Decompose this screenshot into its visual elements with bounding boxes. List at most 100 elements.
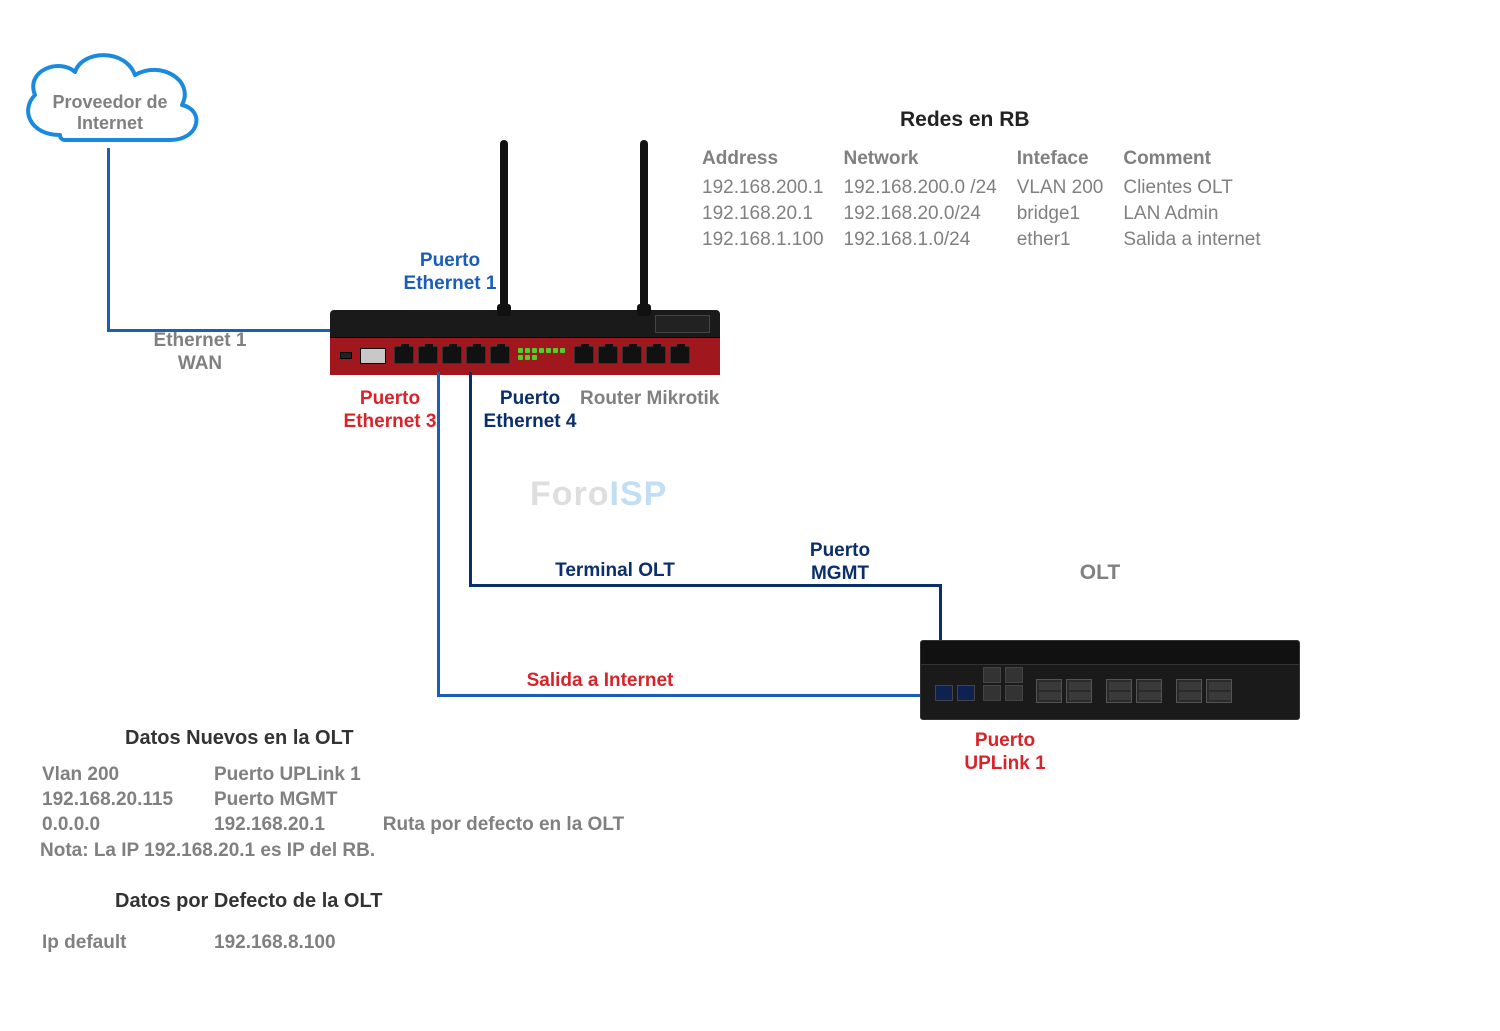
- rb-table: Address Network Inteface Comment 192.168…: [700, 145, 1281, 254]
- router-faceplate: [330, 337, 720, 375]
- router-eth3: [442, 346, 462, 364]
- eth4-l2: Ethernet 4: [484, 411, 577, 432]
- router-eth1: [394, 346, 414, 364]
- label-uplink: Puerto UPLink 1: [940, 730, 1070, 776]
- on10: 192.168.20.115: [42, 789, 212, 812]
- olt-sfp4: [1136, 679, 1162, 703]
- od00: Ip default: [42, 932, 212, 955]
- oltdef-r0: Ip default 192.168.8.100: [42, 932, 356, 955]
- rb-c03: Clientes OLT: [1123, 176, 1278, 200]
- on11: Puerto MGMT: [214, 789, 381, 812]
- on02: [383, 764, 644, 787]
- oltnew-r1: 192.168.20.115 Puerto MGMT: [42, 789, 644, 812]
- mgmt-l2: MGMT: [811, 563, 869, 584]
- oltnew-table: Vlan 200 Puerto UPLink 1 192.168.20.115 …: [40, 762, 646, 839]
- rb-h3: Comment: [1123, 147, 1278, 174]
- eth1-l1: Puerto: [420, 250, 480, 271]
- wan-l2: WAN: [178, 353, 222, 374]
- router-lcd: [655, 315, 710, 333]
- olt-label: OLT: [1060, 560, 1140, 585]
- olt-sfp2: [1066, 679, 1092, 703]
- cloud-internet: Proveedor de Internet: [10, 40, 210, 160]
- router-sfp: [360, 348, 386, 364]
- rb-c10: 192.168.20.1: [702, 202, 842, 226]
- rb-c20: 192.168.1.100: [702, 228, 842, 252]
- rb-c12: bridge1: [1017, 202, 1122, 226]
- olt-rj1: [983, 685, 1001, 701]
- rb-title: Redes en RB: [900, 108, 1030, 132]
- eth3-l1: Puerto: [360, 388, 420, 409]
- on21: 192.168.20.1: [214, 814, 381, 837]
- link-eth3-uplink-h: [437, 694, 960, 697]
- rb-c21: 192.168.1.0/24: [844, 228, 1015, 252]
- rb-c22: ether1: [1017, 228, 1122, 252]
- router-mikrotik: [330, 310, 720, 375]
- rb-c00: 192.168.200.1: [702, 176, 842, 200]
- olt-rj2: [1005, 685, 1023, 701]
- olt-device: [920, 640, 1300, 720]
- router-eth6: [574, 346, 594, 364]
- olt-sfp3: [1106, 679, 1132, 703]
- rb-h1: Network: [844, 147, 1015, 174]
- on12: [383, 789, 644, 812]
- router-eth9: [646, 346, 666, 364]
- eth4-l1: Puerto: [500, 388, 560, 409]
- eth1-l2: Ethernet 1: [404, 273, 497, 294]
- label-eth3: Puerto Ethernet 3: [330, 388, 450, 434]
- cloud-label: Proveedor de Internet: [10, 92, 210, 133]
- olt-faceplate: [921, 664, 1299, 719]
- olt-sfp5: [1176, 679, 1202, 703]
- router-eth7: [598, 346, 618, 364]
- oltnew-r0: Vlan 200 Puerto UPLink 1: [42, 764, 644, 787]
- rb-header-row: Address Network Inteface Comment: [702, 147, 1279, 174]
- oltdef-title: Datos por Defecto de la OLT: [115, 890, 382, 913]
- router-eth4: [466, 346, 486, 364]
- oltnew-r2: 0.0.0.0 192.168.20.1 Ruta por defecto en…: [42, 814, 644, 837]
- eth3-l2: Ethernet 3: [344, 411, 437, 432]
- oltdef-table: Ip default 192.168.8.100: [40, 930, 358, 957]
- on01: Puerto UPLink 1: [214, 764, 381, 787]
- olt-sfp1: [1036, 679, 1062, 703]
- link-cloud-router-v: [107, 148, 110, 332]
- rb-row-1: 192.168.20.1 192.168.20.0/24 bridge1 LAN…: [702, 202, 1279, 226]
- router-usb: [340, 352, 352, 359]
- uplink-l1: Puerto: [975, 730, 1035, 751]
- label-mgmt: Puerto MGMT: [780, 540, 900, 586]
- wm2: ISP: [610, 475, 668, 513]
- rb-c11: 192.168.20.0/24: [844, 202, 1015, 226]
- wan-l1: Ethernet 1: [154, 330, 247, 351]
- olt-rj4: [1005, 667, 1023, 683]
- rb-h2: Inteface: [1017, 147, 1122, 174]
- rb-c23: Salida a internet: [1123, 228, 1278, 252]
- olt-rj3: [983, 667, 1001, 683]
- od01: 192.168.8.100: [214, 932, 356, 955]
- cloud-label-2: Internet: [77, 113, 143, 133]
- link-eth3-uplink-v: [437, 372, 440, 697]
- router-eth5: [490, 346, 510, 364]
- oltnew-note: Nota: La IP 192.168.20.1 es IP del RB.: [40, 840, 375, 862]
- router-eth8: [622, 346, 642, 364]
- mgmt-l1: Puerto: [810, 540, 870, 561]
- oltnew-title: Datos Nuevos en la OLT: [125, 727, 354, 750]
- cloud-label-1: Proveedor de: [52, 92, 167, 112]
- rb-c13: LAN Admin: [1123, 202, 1278, 226]
- rb-c02: VLAN 200: [1017, 176, 1122, 200]
- wan-label: Ethernet 1 WAN: [120, 330, 280, 376]
- olt-sfp6: [1206, 679, 1232, 703]
- router-leds: [518, 348, 566, 364]
- watermark: ForoISP: [530, 475, 667, 514]
- link-eth4-mgmt-v1: [469, 372, 472, 587]
- olt-mgmt-port: [935, 685, 953, 701]
- label-salida: Salida a Internet: [500, 670, 700, 693]
- label-terminal-olt: Terminal OLT: [530, 560, 700, 583]
- router-label: Router Mikrotik: [580, 388, 750, 411]
- label-eth4: Puerto Ethernet 4: [470, 388, 590, 434]
- on22: Ruta por defecto en la OLT: [383, 814, 644, 837]
- label-eth1: Puerto Ethernet 1: [380, 250, 520, 296]
- rb-c01: 192.168.200.0 /24: [844, 176, 1015, 200]
- uplink-l2: UPLink 1: [964, 753, 1045, 774]
- rb-h0: Address: [702, 147, 842, 174]
- router-eth10: [670, 346, 690, 364]
- router-eth2: [418, 346, 438, 364]
- rb-row-0: 192.168.200.1 192.168.200.0 /24 VLAN 200…: [702, 176, 1279, 200]
